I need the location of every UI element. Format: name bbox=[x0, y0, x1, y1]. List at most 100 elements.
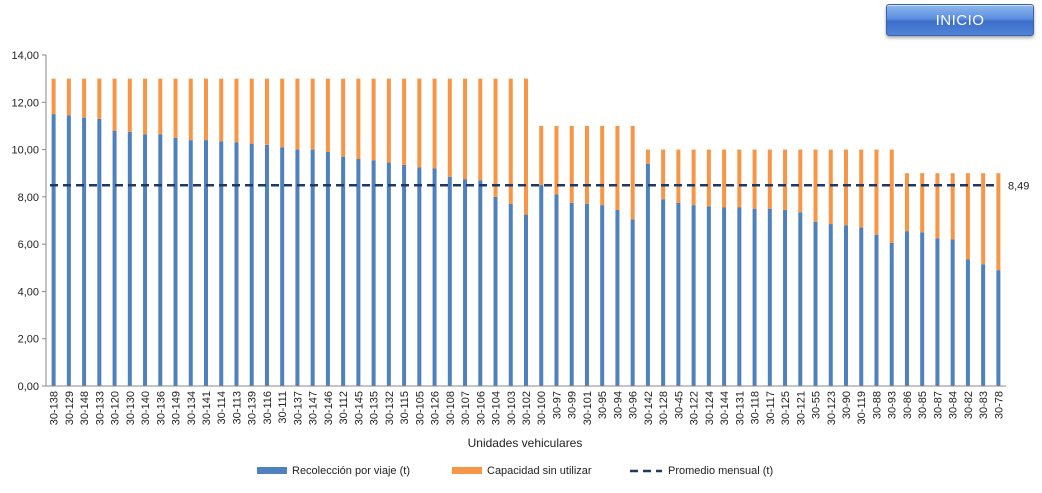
bar-recoleccion bbox=[859, 227, 864, 386]
bar-recoleccion bbox=[249, 143, 254, 386]
bar-recoleccion bbox=[158, 134, 163, 386]
bar-capacidad bbox=[295, 78, 300, 150]
inicio-button[interactable]: INICIO bbox=[886, 4, 1034, 36]
x-tick-label: 30-86 bbox=[902, 391, 914, 419]
average-value-label: 8,49 bbox=[1008, 180, 1029, 192]
bar-recoleccion bbox=[981, 264, 986, 386]
bar-capacidad bbox=[432, 78, 437, 169]
bar-recoleccion bbox=[234, 142, 239, 386]
bar-recoleccion bbox=[539, 185, 544, 386]
bar-capacidad bbox=[310, 78, 315, 150]
bar-recoleccion bbox=[706, 206, 711, 386]
x-tick-label: 30-144 bbox=[719, 391, 731, 425]
bar-capacidad bbox=[539, 125, 544, 186]
bar-recoleccion bbox=[996, 270, 1001, 386]
x-tick-label: 30-78 bbox=[993, 391, 1005, 419]
x-tick-label: 30-130 bbox=[125, 391, 137, 425]
bar-capacidad bbox=[874, 149, 879, 235]
x-tick-label: 30-128 bbox=[658, 391, 670, 425]
legend: Recolección por viaje (t) Capacidad sin u… bbox=[257, 465, 773, 477]
x-tick-label: 30-94 bbox=[612, 391, 624, 419]
x-axis-title: Unidades vehiculares bbox=[468, 436, 583, 450]
bar-capacidad bbox=[691, 149, 696, 206]
bar-recoleccion bbox=[447, 176, 452, 386]
bar-capacidad bbox=[737, 149, 742, 208]
bar-recoleccion bbox=[295, 149, 300, 386]
x-tick-label: 30-104 bbox=[491, 391, 503, 425]
bar-capacidad bbox=[844, 149, 848, 226]
bar-recoleccion bbox=[143, 134, 148, 386]
bar-capacidad bbox=[173, 78, 178, 138]
x-tick-label: 30-45 bbox=[673, 391, 685, 419]
bar-capacidad bbox=[920, 173, 925, 233]
bars bbox=[51, 78, 1001, 387]
bar-capacidad bbox=[463, 78, 468, 180]
bar-capacidad bbox=[234, 78, 239, 143]
bar-capacidad bbox=[264, 78, 269, 145]
x-tick-label: 30-108 bbox=[445, 391, 457, 425]
bar-recoleccion bbox=[493, 196, 498, 386]
bar-capacidad bbox=[447, 78, 452, 177]
bar-capacidad bbox=[508, 78, 513, 204]
bar-capacidad bbox=[158, 78, 163, 135]
x-tick-label: 30-141 bbox=[201, 391, 213, 425]
bar-recoleccion bbox=[889, 242, 894, 386]
bar-recoleccion bbox=[904, 231, 909, 386]
bar-recoleccion bbox=[524, 214, 528, 386]
x-tick-label: 30-113 bbox=[231, 391, 243, 424]
bar-capacidad bbox=[127, 78, 132, 132]
bar-capacidad bbox=[676, 149, 681, 203]
bar-capacidad bbox=[996, 173, 1001, 271]
x-tick-label: 30-103 bbox=[506, 391, 518, 425]
bar-recoleccion bbox=[341, 156, 346, 386]
bar-capacidad bbox=[645, 149, 650, 164]
x-tick-label: 30-96 bbox=[628, 391, 640, 419]
bar-recoleccion bbox=[325, 151, 330, 386]
bar-recoleccion bbox=[371, 160, 376, 386]
bar-capacidad bbox=[767, 149, 772, 209]
bar-recoleccion bbox=[920, 232, 925, 386]
bar-recoleccion bbox=[127, 131, 132, 386]
x-tick-label: 30-138 bbox=[49, 391, 61, 425]
bar-recoleccion bbox=[813, 221, 818, 386]
bar-capacidad bbox=[82, 78, 87, 118]
x-tick-label: 30-82 bbox=[963, 391, 975, 419]
x-tick-label: 30-149 bbox=[171, 391, 183, 425]
bar-capacidad bbox=[965, 173, 970, 260]
bar-recoleccion bbox=[402, 164, 407, 386]
bar-capacidad bbox=[722, 149, 727, 208]
bar-capacidad bbox=[706, 149, 711, 207]
bar-capacidad bbox=[402, 78, 407, 165]
x-tick-label: 30-139 bbox=[247, 391, 259, 425]
bar-capacidad bbox=[66, 78, 71, 116]
y-tick-label: 12,00 bbox=[11, 97, 39, 109]
x-tick-label: 30-137 bbox=[292, 391, 304, 425]
bar-capacidad bbox=[828, 149, 833, 225]
bar-capacidad bbox=[889, 149, 894, 243]
x-tick-label: 30-148 bbox=[79, 391, 91, 425]
x-tick-label: 30-142 bbox=[643, 391, 655, 425]
bar-capacidad bbox=[615, 125, 620, 210]
x-tick-label: 30-55 bbox=[811, 391, 823, 419]
x-tick-label: 30-85 bbox=[917, 391, 929, 419]
bar-recoleccion bbox=[173, 137, 178, 386]
x-tick-label: 30-102 bbox=[521, 391, 533, 425]
bar-capacidad bbox=[584, 125, 589, 204]
x-tick-label: 30-135 bbox=[369, 391, 381, 425]
bar-recoleccion bbox=[645, 163, 650, 386]
bar-capacidad bbox=[280, 78, 285, 148]
bar-capacidad bbox=[112, 78, 117, 131]
x-tick-label: 30-95 bbox=[597, 391, 609, 419]
bar-capacidad bbox=[249, 78, 254, 144]
bar-capacidad bbox=[51, 78, 56, 115]
x-tick-label: 30-106 bbox=[475, 391, 487, 425]
bar-recoleccion bbox=[188, 140, 193, 386]
x-tick-label: 30-88 bbox=[871, 391, 883, 419]
bar-recoleccion bbox=[97, 118, 102, 386]
x-tick-label: 30-116 bbox=[262, 391, 274, 424]
x-tick-label: 30-129 bbox=[64, 391, 76, 425]
x-tick-label: 30-114 bbox=[216, 391, 228, 424]
bar-recoleccion bbox=[874, 234, 879, 386]
bar-recoleccion bbox=[676, 202, 681, 386]
